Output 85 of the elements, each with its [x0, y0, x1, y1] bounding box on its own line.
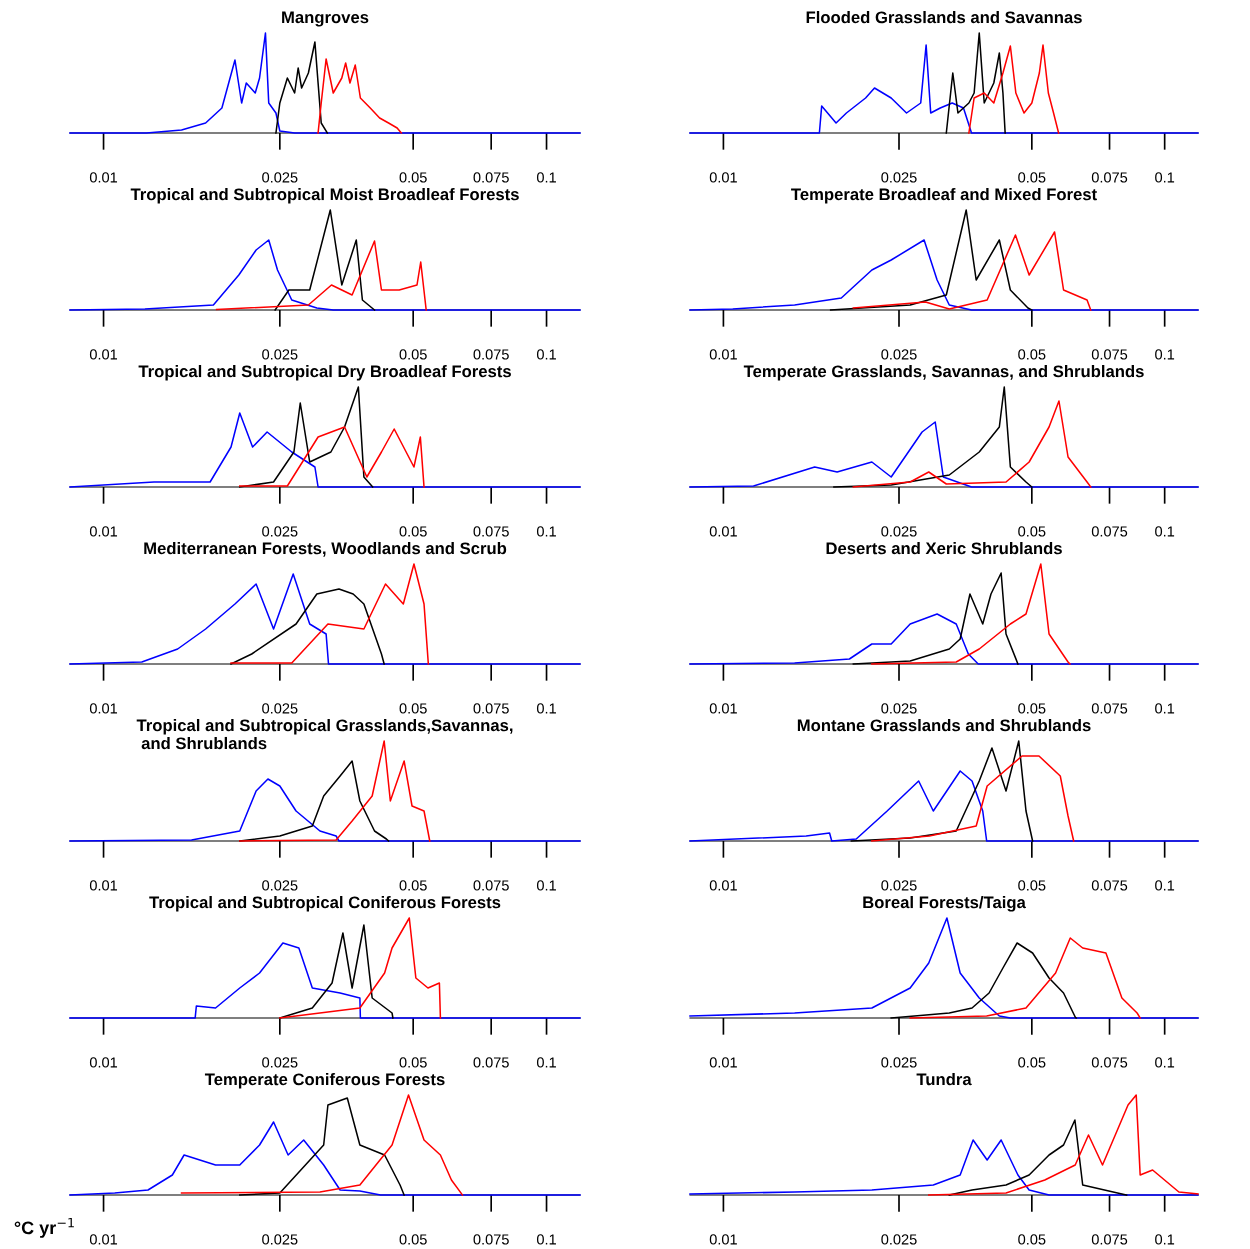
x-tick-label: 0.025 — [262, 349, 298, 360]
x-tick-label: 0.01 — [709, 349, 737, 360]
chart-title: Boreal Forests/Taiga — [863, 896, 1026, 912]
x-tick-label: 0.05 — [399, 880, 427, 891]
x-tick-label: 0.025 — [262, 526, 298, 537]
x-tick-label: 0.075 — [1091, 526, 1128, 537]
chart-title: Tundra — [916, 1073, 972, 1086]
x-tick-label: 0.01 — [709, 880, 737, 891]
x-tick-label: 0.01 — [89, 1057, 118, 1068]
x-tick-label: 0.025 — [262, 1057, 298, 1068]
chart-title: Montane Grasslands and Shrublands — [797, 719, 1091, 732]
x-tick-label: 0.05 — [399, 172, 427, 183]
x-tick-label: 0.025 — [881, 172, 917, 183]
x-tick-label: 0.075 — [1091, 880, 1128, 891]
chart-title: Tropical and Subtropical Grasslands,Savannas, and Shrublands — [136, 719, 513, 750]
x-tick-label: 0.01 — [709, 526, 737, 537]
x-tick-label: 0.05 — [1018, 172, 1046, 183]
x-tick-label: 0.05 — [1018, 703, 1046, 714]
x-tick-label: 0.025 — [881, 1057, 917, 1068]
chart-title: Mangroves — [282, 11, 369, 27]
x-tick-label: 0.025 — [262, 703, 298, 714]
x-tick-label: 0.1 — [1155, 880, 1175, 891]
x-tick-label: 0.075 — [473, 1234, 509, 1245]
x-axis-title: °C yr$^{−1}$ — [14, 1217, 74, 1238]
x-tick-label: 0.075 — [473, 172, 509, 183]
x-tick-label: 0.075 — [1091, 1057, 1128, 1068]
x-tick-label: 0.01 — [89, 880, 118, 891]
x-tick-label: 0.05 — [1018, 880, 1046, 891]
x-tick-label: 0.025 — [262, 880, 298, 891]
x-tick-label: 0.025 — [881, 349, 917, 360]
x-tick-label: 0.01 — [89, 349, 118, 360]
x-tick-label: 0.05 — [1018, 349, 1046, 360]
x-tick-label: 0.025 — [262, 172, 298, 183]
x-tick-label: 0.1 — [536, 349, 556, 360]
x-tick-label: 0.1 — [536, 526, 556, 537]
x-tick-label: 0.075 — [473, 526, 509, 537]
x-tick-label: 0.01 — [709, 703, 737, 714]
x-tick-label: 0.1 — [1155, 1234, 1175, 1245]
x-tick-label: 0.075 — [1091, 1234, 1128, 1245]
chart-title: Temperate Broadleaf and Mixed Forest — [791, 188, 1097, 204]
x-tick-label: 0.01 — [709, 172, 737, 183]
x-tick-label: 0.1 — [1155, 172, 1175, 183]
x-tick-label: 0.025 — [881, 1234, 917, 1245]
x-tick-label: 0.025 — [881, 880, 917, 891]
x-tick-label: 0.025 — [262, 1234, 298, 1245]
x-tick-label: 0.05 — [1018, 1057, 1046, 1068]
x-tick-label: 0.1 — [1155, 349, 1175, 360]
x-tick-label: 0.05 — [399, 1057, 427, 1068]
x-tick-label: 0.05 — [399, 1234, 427, 1245]
x-tick-label: 0.075 — [473, 703, 509, 714]
x-tick-label: 0.075 — [1091, 172, 1128, 183]
chart-title: Tropical and Subtropical Dry Broadleaf Forests — [138, 365, 511, 381]
chart-title: Flooded Grasslands and Savannas — [806, 11, 1082, 24]
x-tick-label: 0.1 — [536, 1057, 556, 1068]
x-tick-label: 0.05 — [1018, 526, 1046, 537]
x-tick-label: 0.075 — [1091, 703, 1128, 714]
chart-title: Deserts and Xeric Shrublands — [826, 542, 1062, 555]
x-tick-label: 0.05 — [399, 349, 427, 360]
x-tick-label: 0.01 — [709, 1057, 737, 1068]
chart-title: Temperate Coniferous Forests — [204, 1073, 445, 1089]
x-tick-label: 0.025 — [881, 526, 917, 537]
x-tick-label: 0.075 — [473, 1057, 509, 1068]
chart-title: Mediterranean Forests, Woodlands and Scrub — [144, 542, 507, 557]
chart-title: Tropical and Subtropical Coniferous Forests — [149, 896, 501, 912]
x-tick-label: 0.01 — [89, 1234, 118, 1245]
x-tick-label: 0.01 — [89, 703, 118, 714]
x-tick-label: 0.05 — [399, 703, 427, 714]
x-tick-label: 0.025 — [881, 703, 917, 714]
x-tick-label: 0.1 — [1155, 526, 1175, 537]
x-tick-label: 0.1 — [536, 703, 556, 714]
x-tick-label: 0.1 — [536, 880, 556, 891]
x-tick-label: 0.01 — [709, 1234, 737, 1245]
x-tick-label: 0.075 — [473, 880, 509, 891]
x-tick-label: 0.1 — [1155, 703, 1175, 714]
x-tick-label: 0.05 — [399, 526, 427, 537]
chart-title: Temperate Grasslands, Savannas, and Shrublands — [743, 365, 1144, 381]
x-tick-label: 0.075 — [473, 349, 509, 360]
x-tick-label: 0.01 — [89, 172, 118, 183]
x-tick-label: 0.05 — [1018, 1234, 1046, 1245]
x-tick-label: 0.1 — [1155, 1057, 1175, 1068]
x-tick-label: 0.1 — [536, 172, 556, 183]
x-tick-label: 0.075 — [1091, 349, 1128, 360]
x-tick-label: 0.1 — [536, 1234, 556, 1245]
chart-title: Tropical and Subtropical Moist Broadleaf Forests — [130, 188, 519, 204]
x-tick-label: 0.01 — [89, 526, 118, 537]
